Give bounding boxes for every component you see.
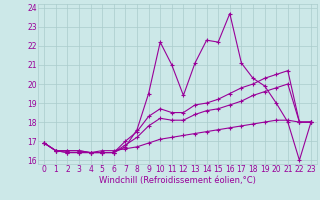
X-axis label: Windchill (Refroidissement éolien,°C): Windchill (Refroidissement éolien,°C) bbox=[99, 176, 256, 185]
